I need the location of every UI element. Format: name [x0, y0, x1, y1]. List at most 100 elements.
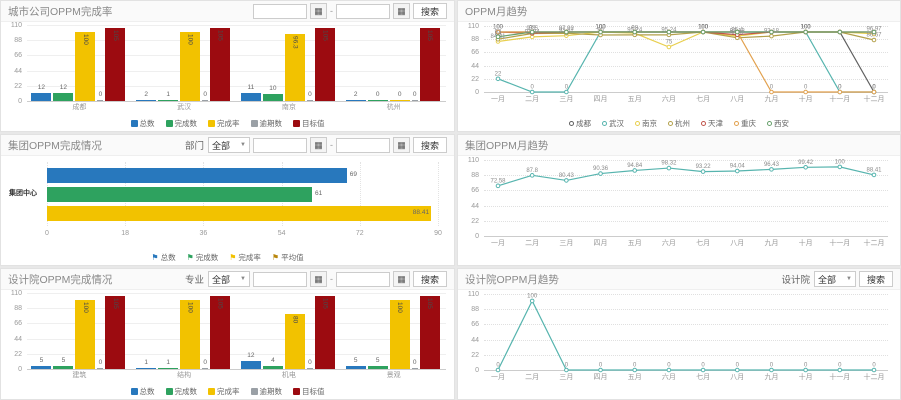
bar-value-label: 2 [353, 91, 358, 98]
legend-item[interactable]: 完成数 [165, 386, 197, 397]
bar[interactable] [314, 296, 335, 369]
legend-item[interactable]: 完成数 [165, 118, 197, 129]
bar[interactable] [284, 314, 305, 369]
bar[interactable] [31, 366, 52, 369]
bar[interactable] [262, 94, 283, 101]
y-axis-label: 66 [14, 52, 22, 60]
search-button[interactable]: 搜索 [858, 271, 893, 287]
legend-item[interactable]: 逾期数 [250, 386, 282, 397]
date-from-input[interactable] [252, 3, 307, 19]
bar[interactable] [105, 296, 126, 369]
bar[interactable] [136, 368, 157, 369]
department-select[interactable]: 全部 ▼ [207, 137, 250, 153]
point-value-label: 80.43 [559, 173, 575, 179]
legend-flag-icon: ⚑ [229, 252, 237, 262]
point-value-label: 100 [493, 25, 504, 31]
bar[interactable] [262, 366, 283, 369]
date-to-input[interactable] [335, 137, 390, 153]
bar[interactable] [306, 368, 313, 369]
legend-item[interactable]: 完成率 [208, 386, 240, 397]
legend-item[interactable]: 目标值 [293, 386, 325, 397]
legend-item[interactable]: 西安 [767, 118, 789, 129]
bar[interactable] [367, 366, 388, 369]
institute-select[interactable]: 全部 ▼ [813, 271, 856, 287]
legend-item[interactable]: 目标值 [293, 118, 325, 129]
calendar-icon[interactable]: ▦ [309, 3, 327, 19]
bar[interactable] [345, 100, 366, 101]
bar[interactable] [75, 32, 96, 101]
legend-item[interactable]: 杭州 [668, 118, 690, 129]
bar[interactable] [284, 34, 305, 101]
bar[interactable] [389, 300, 410, 369]
legend-item[interactable]: 逾期数 [250, 118, 282, 129]
bar[interactable] [31, 93, 52, 101]
gridline [484, 324, 888, 326]
calendar-icon[interactable]: ▦ [392, 137, 410, 153]
panel-institute-trend: 设计院OPPM月趋势 设计院 全部 ▼ 搜索 0 22 44 66 88 110 0 100 0… [457, 268, 901, 400]
legend-item[interactable]: 完成率 [208, 118, 240, 129]
bar[interactable] [306, 100, 313, 101]
bar[interactable] [202, 368, 209, 369]
bar[interactable] [47, 167, 347, 183]
bar[interactable] [180, 32, 201, 101]
major-select[interactable]: 全部 ▼ [207, 271, 250, 287]
bar[interactable] [419, 28, 440, 101]
legend-item[interactable]: ⚑ 完成率 [229, 252, 261, 263]
search-button[interactable]: 搜索 [412, 137, 447, 153]
legend-item[interactable]: ⚑ 平均值 [272, 252, 304, 263]
bar[interactable] [97, 368, 104, 369]
search-button[interactable]: 搜索 [412, 3, 447, 19]
calendar-icon[interactable]: ▦ [392, 3, 410, 19]
date-to-input[interactable] [335, 271, 390, 287]
search-button[interactable]: 搜索 [412, 271, 447, 287]
bar[interactable] [367, 100, 388, 101]
bar[interactable] [180, 300, 201, 369]
legend-bar-icon [250, 388, 258, 395]
legend-item[interactable]: 南京 [635, 118, 657, 129]
legend-item[interactable]: 重庆 [734, 118, 756, 129]
bar[interactable] [136, 100, 157, 101]
y-axis-label: 88 [471, 172, 479, 180]
y-axis-label: 110 [467, 23, 479, 30]
legend-item[interactable]: 成都 [569, 118, 591, 129]
bar[interactable] [97, 100, 104, 101]
legend-item[interactable]: 总数 [130, 386, 155, 397]
legend-item[interactable]: ⚑ 总数 [151, 252, 175, 263]
legend-item[interactable]: 武汉 [602, 118, 624, 129]
date-to-input[interactable] [335, 3, 390, 19]
data-point [529, 29, 535, 35]
bar[interactable] [105, 28, 126, 101]
bar-value-label: 5 [353, 357, 358, 364]
x-axis-label: 九月 [764, 374, 779, 381]
date-from-input[interactable] [252, 137, 307, 153]
legend-item[interactable]: 总数 [130, 118, 155, 129]
calendar-icon[interactable]: ▦ [309, 271, 327, 287]
calendar-icon[interactable]: ▦ [309, 137, 327, 153]
bar[interactable] [314, 28, 335, 101]
bar[interactable] [75, 300, 96, 369]
bar[interactable] [240, 361, 261, 369]
bar[interactable] [411, 100, 418, 101]
bar[interactable] [47, 186, 312, 202]
bar[interactable] [210, 28, 231, 101]
bar[interactable] [53, 93, 74, 101]
bar[interactable] [210, 296, 231, 369]
legend-item[interactable]: ⚑ 完成数 [187, 252, 219, 263]
date-from-input[interactable] [252, 271, 307, 287]
bar[interactable] [47, 205, 432, 221]
bar[interactable] [411, 368, 418, 369]
bar[interactable] [389, 100, 410, 101]
bar[interactable] [419, 296, 440, 369]
bar[interactable] [158, 100, 179, 101]
data-point [495, 29, 501, 35]
legend-item[interactable]: 天津 [701, 118, 723, 129]
bar[interactable] [202, 100, 209, 101]
bar[interactable] [240, 93, 261, 101]
legend-flag-icon: ⚑ [186, 252, 194, 262]
bar[interactable] [158, 368, 179, 369]
bar[interactable] [345, 366, 366, 369]
calendar-icon[interactable]: ▦ [392, 271, 410, 287]
y-axis-label: 88 [471, 306, 479, 314]
bar[interactable] [53, 366, 74, 369]
bar-value-label: 0 [203, 91, 207, 98]
